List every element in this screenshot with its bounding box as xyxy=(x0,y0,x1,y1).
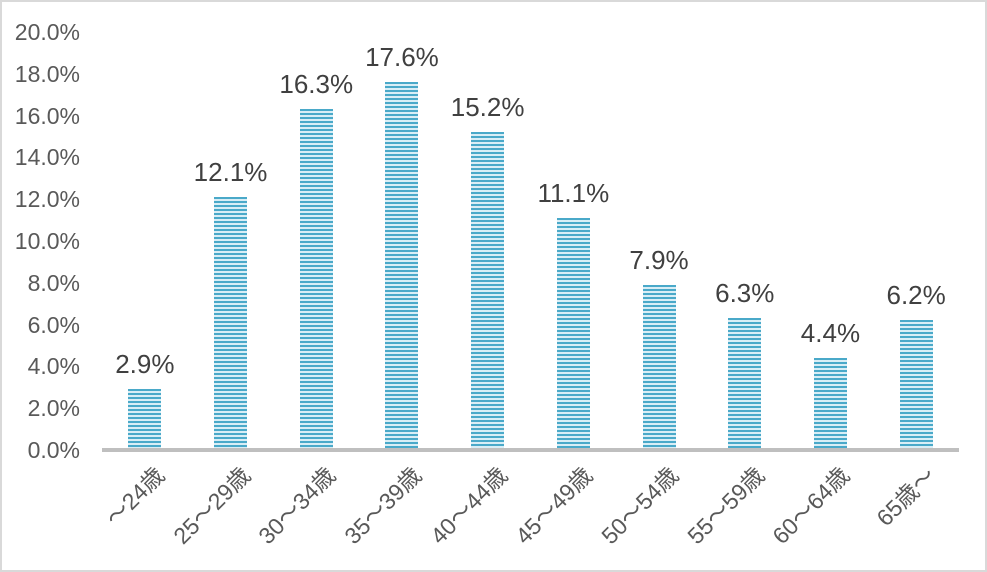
data-label: 7.9% xyxy=(629,244,689,275)
bar-55〜59歳 xyxy=(728,318,762,448)
data-label: 4.4% xyxy=(800,318,861,349)
data-label: 6.3% xyxy=(715,278,775,309)
y-axis-tick-label: 18.0% xyxy=(14,60,80,87)
y-axis-tick-label: 4.0% xyxy=(27,353,80,380)
bar-〜24歳 xyxy=(128,389,162,448)
bar-65歳〜 xyxy=(899,320,933,448)
y-axis-tick-label: 10.0% xyxy=(14,228,80,254)
y-axis-tick-label: 8.0% xyxy=(27,269,80,296)
bar-30〜34歳 xyxy=(299,109,333,448)
data-label: 16.3% xyxy=(279,69,354,100)
bar-45〜49歳 xyxy=(556,218,590,448)
x-axis-line xyxy=(102,448,959,452)
y-axis-tick-label: 20.0% xyxy=(14,19,80,45)
y-axis-tick-label: 14.0% xyxy=(14,144,80,171)
data-label: 6.2% xyxy=(886,280,946,311)
y-axis-tick-label: 2.0% xyxy=(27,395,80,422)
data-label: 15.2% xyxy=(450,92,525,123)
data-label: 11.1% xyxy=(537,178,610,208)
y-axis-tick-label: 0.0% xyxy=(27,437,80,463)
data-label: 2.9% xyxy=(115,349,175,380)
y-axis-tick-label: 6.0% xyxy=(27,311,80,338)
data-label: 12.1% xyxy=(193,157,268,188)
bar-25〜29歳 xyxy=(214,197,248,448)
data-label: 17.6% xyxy=(365,42,439,73)
bar-60〜64歳 xyxy=(813,358,847,448)
bar-35〜39歳 xyxy=(385,82,419,448)
bar-40〜44歳 xyxy=(471,132,505,448)
y-axis-tick-label: 12.0% xyxy=(14,186,80,213)
bar-50〜54歳 xyxy=(642,284,676,448)
y-axis-tick-label: 16.0% xyxy=(14,102,80,129)
